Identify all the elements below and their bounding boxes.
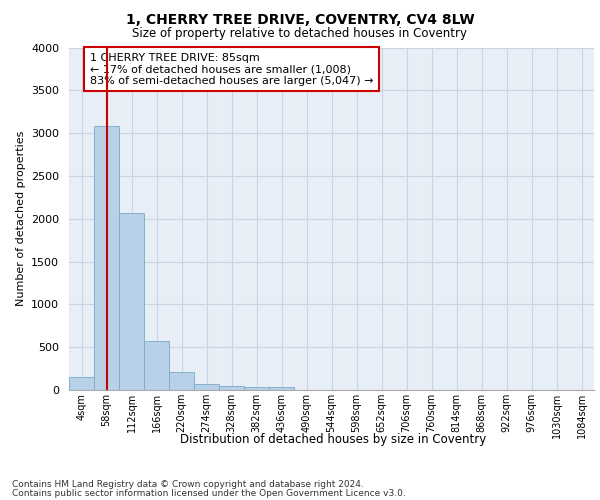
Bar: [244, 386, 269, 390]
Text: Distribution of detached houses by size in Coventry: Distribution of detached houses by size …: [180, 432, 486, 446]
Bar: [94, 126, 119, 390]
Bar: [144, 341, 169, 390]
Text: 1 CHERRY TREE DRIVE: 85sqm
← 17% of detached houses are smaller (1,008)
83% of s: 1 CHERRY TREE DRIVE: 85sqm ← 17% of deta…: [90, 52, 373, 86]
Bar: [69, 377, 94, 390]
Bar: [269, 387, 294, 390]
Y-axis label: Number of detached properties: Number of detached properties: [16, 131, 26, 306]
Text: 1, CHERRY TREE DRIVE, COVENTRY, CV4 8LW: 1, CHERRY TREE DRIVE, COVENTRY, CV4 8LW: [125, 12, 475, 26]
Bar: [194, 384, 219, 390]
Bar: [219, 386, 244, 390]
Text: Contains public sector information licensed under the Open Government Licence v3: Contains public sector information licen…: [12, 489, 406, 498]
Text: Size of property relative to detached houses in Coventry: Size of property relative to detached ho…: [133, 28, 467, 40]
Bar: [169, 372, 194, 390]
Text: Contains HM Land Registry data © Crown copyright and database right 2024.: Contains HM Land Registry data © Crown c…: [12, 480, 364, 489]
Bar: [119, 213, 144, 390]
